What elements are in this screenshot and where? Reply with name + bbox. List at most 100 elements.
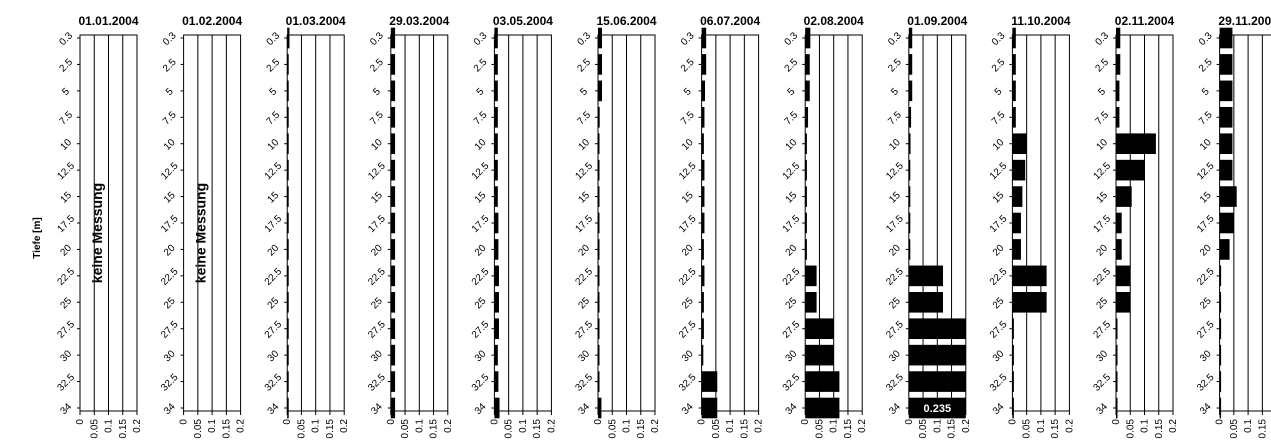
bar xyxy=(701,265,705,287)
bar xyxy=(1116,212,1122,234)
x-tick-label: 0.15 xyxy=(843,419,854,439)
x-tick-label: 0 xyxy=(800,419,811,425)
y-tick-label: 0.3 xyxy=(472,30,490,48)
y-tick-label: 10 xyxy=(784,137,800,153)
bar xyxy=(287,133,289,155)
y-tick-label: 2.5 xyxy=(575,57,593,75)
bar xyxy=(1219,159,1233,181)
y-tick-label: 34 xyxy=(473,401,489,417)
x-tick-label: 0.2 xyxy=(754,419,765,433)
bar xyxy=(390,186,396,207)
x-tick-label: 0.2 xyxy=(546,419,557,433)
bar xyxy=(805,318,834,340)
y-tick-label: 34 xyxy=(1198,401,1214,417)
bar xyxy=(598,186,600,207)
x-tick-label: 0.2 xyxy=(443,419,454,433)
bar xyxy=(598,159,600,181)
bar xyxy=(1116,133,1156,155)
y-tick-label: 22.5 xyxy=(366,266,388,288)
y-tick-label: 12.5 xyxy=(884,160,906,182)
x-tick-label: 0 xyxy=(489,419,500,425)
y-tick-label: 25 xyxy=(58,295,74,311)
y-tick-label: 22.5 xyxy=(1195,266,1217,288)
bar xyxy=(287,397,289,419)
x-tick-label: 0.2 xyxy=(236,419,247,433)
x-tick-label: 0 xyxy=(1007,419,1018,425)
y-tick-label: 12.5 xyxy=(677,160,699,182)
panel-title: 29.03.2004 xyxy=(389,14,449,28)
y-tick-label: 30 xyxy=(266,348,282,364)
bar xyxy=(598,291,600,313)
bar xyxy=(1012,291,1047,313)
bar xyxy=(908,186,911,207)
x-tick-label: 0 xyxy=(1215,419,1226,425)
y-tick-label: 2.5 xyxy=(57,57,75,75)
y-tick-label: 30 xyxy=(162,348,178,364)
y-tick-label: 34 xyxy=(58,401,74,417)
y-tick-label: 27.5 xyxy=(1195,319,1217,341)
y-tick-label: 17.5 xyxy=(1091,213,1113,235)
y-tick-label: 20 xyxy=(887,243,903,259)
y-tick-label: 20 xyxy=(58,243,74,259)
bar xyxy=(805,106,809,128)
bar xyxy=(805,54,810,75)
y-tick-label: 0.3 xyxy=(1093,30,1111,48)
bar xyxy=(1012,80,1016,102)
y-tick-label: 10 xyxy=(58,137,74,153)
bar xyxy=(805,80,810,102)
x-tick-label: 0.05 xyxy=(400,419,411,439)
y-tick-label: 7.5 xyxy=(161,109,179,127)
y-tick-label: 15 xyxy=(1198,190,1214,206)
y-tick-label: 17.5 xyxy=(884,213,906,235)
bar xyxy=(1012,265,1047,287)
y-tick-label: 15 xyxy=(680,190,696,206)
x-tick-label: 0.15 xyxy=(1257,419,1268,439)
x-tick-label: 0.05 xyxy=(814,419,825,439)
y-tick-label: 17.5 xyxy=(988,213,1010,235)
x-tick-label: 0.15 xyxy=(1154,419,1165,439)
bar xyxy=(598,397,602,419)
y-tick-label: 12.5 xyxy=(781,160,803,182)
x-tick-label: 0.15 xyxy=(221,419,232,439)
y-tick-label: 2.5 xyxy=(679,57,697,75)
y-tick-label: 32.5 xyxy=(470,372,492,394)
bar xyxy=(701,344,704,366)
bar xyxy=(1116,291,1131,313)
y-tick-label: 7.5 xyxy=(886,109,904,127)
y-tick-label: 7.5 xyxy=(679,109,697,127)
bar xyxy=(494,239,499,260)
y-tick-label: 20 xyxy=(784,243,800,259)
bar xyxy=(390,106,396,128)
bar xyxy=(1219,106,1233,128)
y-tick-label: 2.5 xyxy=(886,57,904,75)
bar xyxy=(908,239,911,260)
y-tick-label: 2.5 xyxy=(368,57,386,75)
bar xyxy=(390,239,396,260)
x-tick-label: 0.1 xyxy=(725,419,736,433)
y-tick-label: 0.3 xyxy=(368,30,386,48)
bar xyxy=(1219,265,1222,287)
x-tick-label: 0 xyxy=(75,419,86,425)
panel-29.11.2004: 29.11.200400.050.10.150.20.32.557.51012.… xyxy=(1195,14,1271,438)
y-tick-label: 20 xyxy=(991,243,1007,259)
bar xyxy=(287,318,289,340)
bar xyxy=(805,265,817,287)
y-tick-label: 10 xyxy=(473,137,489,153)
bar xyxy=(805,159,807,181)
bar xyxy=(701,80,706,102)
panel-title: 15.06.2004 xyxy=(596,14,656,28)
x-tick-label: 0 xyxy=(697,419,708,425)
bar xyxy=(287,186,289,207)
bar xyxy=(908,159,911,181)
x-tick-label: 0.05 xyxy=(504,419,515,439)
bar xyxy=(287,54,289,75)
bar xyxy=(908,397,966,419)
y-tick-label: 5 xyxy=(164,86,176,98)
y-tick-label: 27.5 xyxy=(677,319,699,341)
y-tick-label: 15 xyxy=(473,190,489,206)
bar xyxy=(1116,265,1131,287)
panel-title: 03.05.2004 xyxy=(493,14,553,28)
bar xyxy=(1116,397,1118,419)
bar xyxy=(701,186,705,207)
panel-title: 01.02.2004 xyxy=(182,14,242,28)
